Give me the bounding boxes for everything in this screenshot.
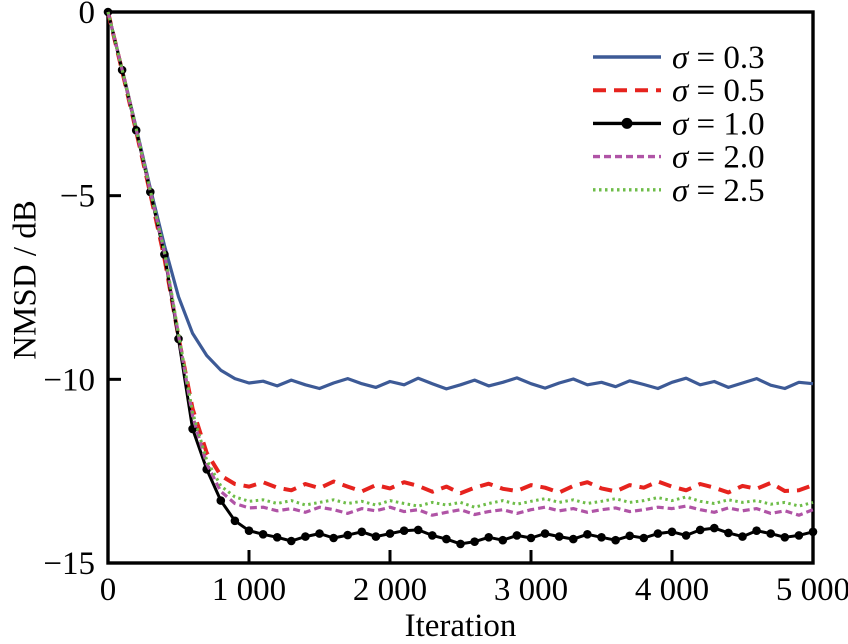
series-marker-sigma-1.0 <box>695 525 705 535</box>
series-marker-sigma-1.0 <box>442 534 451 544</box>
legend-marker-sigma-1.0 <box>621 117 633 129</box>
series-marker-sigma-1.0 <box>794 531 804 540</box>
series-marker-sigma-1.0 <box>653 529 663 538</box>
series-marker-sigma-1.0 <box>583 530 592 539</box>
series-marker-sigma-1.0 <box>385 529 395 538</box>
series-marker-sigma-1.0 <box>808 527 818 537</box>
legend-label-sigma-2.5: σ = 2.5 <box>672 173 765 209</box>
x-axis-tick-label: 1 000 <box>212 572 286 608</box>
series-marker-sigma-1.0 <box>258 530 268 539</box>
series-marker-sigma-1.0 <box>554 532 564 541</box>
series-marker-sigma-1.0 <box>639 533 649 543</box>
series-marker-sigma-1.0 <box>780 533 790 542</box>
series-marker-sigma-1.0 <box>357 527 367 537</box>
series-marker-sigma-1.0 <box>329 533 338 543</box>
y-axis-tick-label: 0 <box>79 0 96 31</box>
series-line-sigma-0.3 <box>106 11 814 391</box>
series-marker-sigma-1.0 <box>738 532 747 541</box>
x-axis-tick-label: 3 000 <box>494 572 568 608</box>
series-line-sigma-2.0 <box>106 11 814 517</box>
series-marker-sigma-1.0 <box>244 526 254 535</box>
x-axis-tick-label: 0 <box>100 572 117 608</box>
series-marker-sigma-1.0 <box>710 523 719 533</box>
x-axis-title: Iteration <box>404 608 517 644</box>
series-marker-sigma-1.0 <box>216 496 226 505</box>
series-marker-sigma-1.0 <box>413 525 423 535</box>
legend-label-sigma-2.0: σ = 2.0 <box>672 140 765 176</box>
series-marker-sigma-1.0 <box>470 537 479 546</box>
legend-label-sigma-0.5: σ = 0.5 <box>672 73 765 109</box>
series-marker-sigma-1.0 <box>371 532 381 541</box>
series-marker-sigma-1.0 <box>343 530 353 540</box>
x-axis-tick-label: 5 000 <box>776 572 848 608</box>
x-axis-tick-label: 4 000 <box>635 572 709 608</box>
series-marker-sigma-1.0 <box>512 531 522 540</box>
series-marker-sigma-1.0 <box>625 531 634 541</box>
series-marker-sigma-1.0 <box>681 531 691 540</box>
y-axis-tick-label: −10 <box>43 362 95 398</box>
series-marker-sigma-1.0 <box>301 532 310 541</box>
series-marker-sigma-1.0 <box>752 526 761 535</box>
series-marker-sigma-1.0 <box>766 529 775 538</box>
series-marker-sigma-1.0 <box>540 529 550 538</box>
series-marker-sigma-1.0 <box>484 533 494 542</box>
series-marker-sigma-1.0 <box>724 528 733 538</box>
series-marker-sigma-1.0 <box>428 531 437 540</box>
legend-label-sigma-0.3: σ = 0.3 <box>672 40 765 76</box>
series-line-sigma-0.5 <box>106 11 814 496</box>
y-axis-title: NMSD / dB <box>7 200 44 360</box>
series-marker-sigma-1.0 <box>230 516 240 526</box>
series-marker-sigma-1.0 <box>667 527 677 537</box>
series-marker-sigma-1.0 <box>456 539 465 549</box>
series-marker-sigma-1.0 <box>611 535 620 545</box>
y-axis-tick-label: −5 <box>60 179 95 215</box>
series-marker-sigma-1.0 <box>272 533 282 542</box>
series-marker-sigma-1.0 <box>287 536 296 546</box>
series-line-sigma-2.5 <box>106 11 814 509</box>
plot-frame <box>106 10 815 565</box>
series-marker-sigma-1.0 <box>498 535 508 545</box>
series-marker-sigma-1.0 <box>569 534 578 544</box>
legend-label-sigma-1.0: σ = 1.0 <box>672 106 765 142</box>
series-marker-sigma-1.0 <box>526 533 536 543</box>
series-marker-sigma-1.0 <box>597 533 606 542</box>
y-axis-tick-label: −15 <box>43 546 95 582</box>
x-axis-tick-label: 2 000 <box>353 572 427 608</box>
series-marker-sigma-1.0 <box>315 529 324 538</box>
series-marker-sigma-1.0 <box>399 526 409 535</box>
